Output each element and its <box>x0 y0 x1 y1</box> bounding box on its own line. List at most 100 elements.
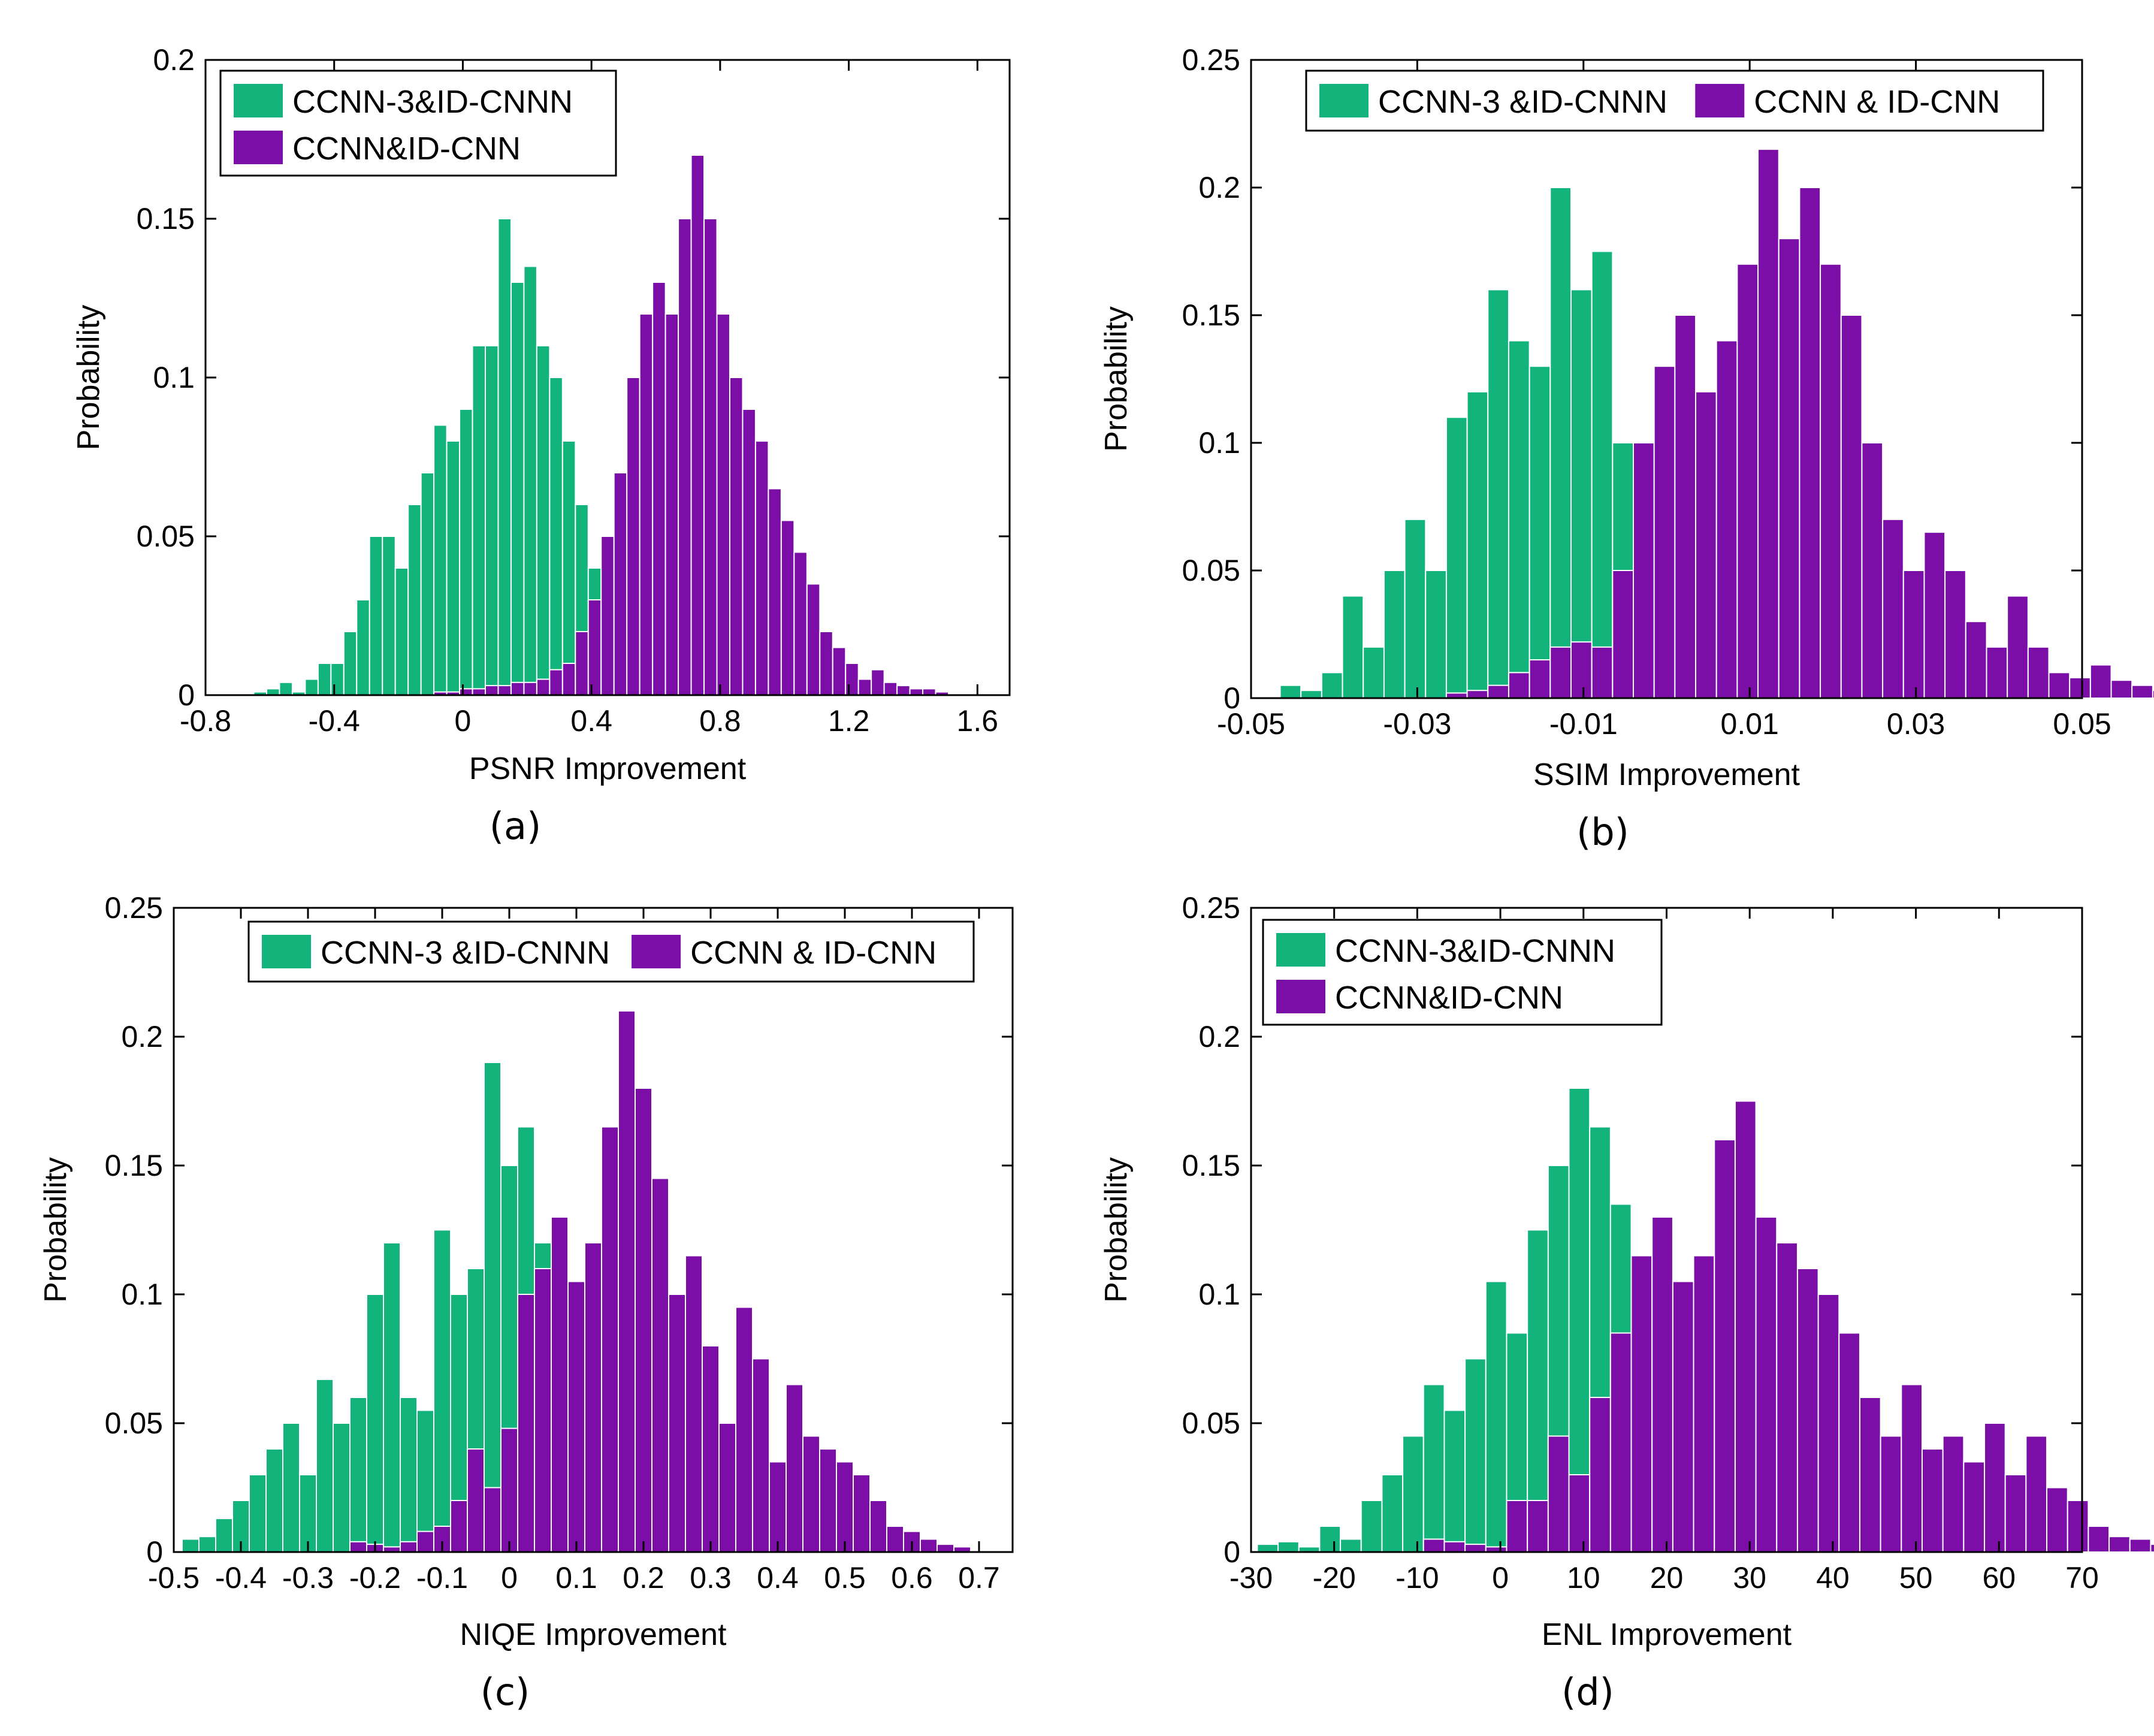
bar-purple <box>869 1500 887 1553</box>
bar-green <box>1485 1281 1508 1553</box>
bar-purple <box>450 1500 468 1553</box>
y-tick-label: 0.05 <box>105 1406 163 1440</box>
legend-entry-label: CCNN&ID-CNN <box>1335 980 1563 1016</box>
y-axis-label: Probability <box>1099 306 1134 452</box>
bar-purple <box>2004 1474 2027 1553</box>
bar-purple <box>2007 595 2029 699</box>
y-tick-label: 0 <box>1223 681 1240 715</box>
x-axis-label: SSIM Improvement <box>1533 757 1800 792</box>
bar-purple <box>909 688 924 696</box>
bar-purple <box>802 1435 820 1553</box>
y-tick-label: 0.1 <box>153 361 195 394</box>
legend-entry-label: CCNN&ID-CNN <box>292 131 521 167</box>
bar-purple <box>1591 646 1614 699</box>
x-axis-label: NIQE Improvement <box>460 1617 727 1652</box>
y-tick-label: 0.25 <box>105 891 163 925</box>
bar-green <box>1256 1544 1279 1553</box>
bar-green <box>317 663 332 696</box>
bar-purple <box>600 536 615 696</box>
y-tick-label: 0.1 <box>1198 1278 1240 1311</box>
bar-purple <box>1589 1397 1611 1553</box>
bar-purple <box>1965 621 1987 699</box>
bar-purple <box>1776 1242 1798 1553</box>
legend-swatch-purple <box>1695 84 1745 117</box>
bar-purple <box>1633 442 1655 699</box>
bar-purple <box>768 488 782 696</box>
bar-green <box>1425 570 1447 699</box>
bar-purple <box>668 1294 686 1553</box>
y-tick-label: 0.15 <box>137 202 195 236</box>
bar-purple <box>1466 690 1489 699</box>
y-tick-label: 0.15 <box>105 1149 163 1182</box>
bar-purple <box>567 1281 585 1553</box>
bar-green <box>394 567 409 696</box>
bar-purple <box>936 1544 954 1553</box>
bar-green <box>433 1229 451 1553</box>
y-tick-label: 0.1 <box>121 1278 163 1311</box>
bar-purple <box>1695 391 1717 699</box>
bar-purple <box>1674 315 1697 699</box>
bar-purple <box>400 1541 418 1553</box>
bar-purple <box>1902 570 1925 699</box>
bar-purple <box>2150 1544 2154 1553</box>
y-axis-label: Probability <box>71 305 106 451</box>
y-tick-label: 0 <box>146 1535 163 1569</box>
bar-green <box>1487 289 1509 699</box>
bar-purple <box>459 688 473 696</box>
bar-purple <box>1443 1541 1466 1553</box>
bar-purple <box>1838 1332 1860 1553</box>
bar-purple <box>2129 1538 2152 1553</box>
bar-purple <box>1861 442 1884 699</box>
y-tick-label: 0.2 <box>1198 1020 1240 1053</box>
legend-box <box>219 70 617 177</box>
x-axis-label: ENL Improvement <box>1542 1617 1792 1652</box>
x-tick-label: 0.2 <box>623 1561 664 1595</box>
bar-green <box>1527 1229 1549 1553</box>
legend-entry-label: CCNN-3&ID-CNNN <box>1335 933 1615 969</box>
bar-purple <box>575 631 589 696</box>
bar-purple <box>819 1448 837 1553</box>
bar-green <box>1402 1435 1424 1553</box>
x-tick-label: -0.4 <box>215 1561 267 1595</box>
x-tick-label: 0 <box>1492 1561 1509 1595</box>
x-tick-label: 60 <box>1982 1561 2016 1595</box>
x-tick-label: -0.5 <box>148 1561 200 1595</box>
bar-purple <box>2152 690 2154 699</box>
bar-purple <box>510 681 525 696</box>
bar-green <box>368 536 383 696</box>
bar-purple <box>1984 1423 2006 1553</box>
panel-caption: (b) <box>1576 810 1629 854</box>
bar-green <box>182 1538 200 1553</box>
bar-purple <box>484 1487 502 1553</box>
bar-purple <box>922 688 936 696</box>
bar-green <box>333 1423 351 1553</box>
bar-purple <box>1986 646 2008 699</box>
bar-green <box>1363 646 1385 699</box>
bar-purple <box>685 1255 703 1553</box>
bar-green <box>510 282 525 696</box>
bar-green <box>279 681 293 696</box>
x-tick-label: 0.3 <box>690 1561 732 1595</box>
bar-purple <box>485 685 499 696</box>
legend-swatch-purple <box>1276 980 1325 1013</box>
legend-swatch-purple <box>234 131 283 164</box>
bar-purple <box>1528 659 1551 699</box>
bar-purple <box>1880 1435 1902 1553</box>
x-tick-label: -10 <box>1395 1561 1439 1595</box>
x-tick-label: 0.03 <box>1887 707 1945 741</box>
panel-caption: (a) <box>490 804 541 848</box>
bar-purple <box>551 1216 569 1553</box>
legend-swatch-purple <box>632 935 681 968</box>
bar-purple <box>613 472 628 696</box>
bar-purple <box>1630 1255 1653 1553</box>
bar-green <box>1508 340 1530 699</box>
bar-purple <box>702 1345 720 1553</box>
bar-green <box>1549 187 1572 699</box>
bar-purple <box>2108 1536 2131 1553</box>
bar-purple <box>752 1358 770 1553</box>
bar-green <box>1300 690 1322 699</box>
bar-purple <box>2110 680 2133 699</box>
bar-purple <box>2067 1500 2089 1553</box>
bar-green <box>1279 684 1302 699</box>
